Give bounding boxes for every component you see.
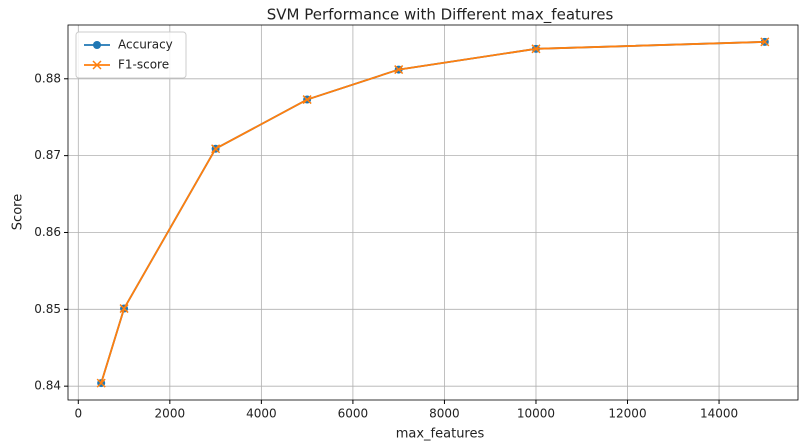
x-tick-label: 6000: [338, 407, 369, 421]
legend-label: Accuracy: [118, 38, 173, 52]
legend-marker: [92, 60, 102, 70]
x-tick-label: 10000: [517, 407, 555, 421]
x-tick-label: 14000: [700, 407, 738, 421]
point: [302, 95, 312, 105]
chart-title: SVM Performance with Different max_featu…: [267, 6, 614, 25]
plot-frame: [67, 24, 799, 401]
x-tick-label: 8000: [429, 407, 460, 421]
x-tick-label: 12000: [608, 407, 646, 421]
legend-marker: [93, 41, 101, 49]
point: [211, 144, 221, 154]
point: [119, 304, 129, 314]
point: [96, 378, 106, 388]
point: [394, 65, 404, 75]
point-shape: [302, 95, 312, 105]
point-shape: [531, 44, 541, 54]
point: [760, 37, 770, 47]
legend-label: F1-score: [118, 58, 169, 72]
x-tick-label: 0: [74, 407, 82, 421]
legend-marker-shape: [92, 60, 102, 70]
point-shape: [96, 378, 106, 388]
point-shape: [760, 37, 770, 47]
line: [100, 41, 765, 384]
y-tick-label: 0.86: [34, 225, 61, 239]
y-tick-label: 0.85: [34, 302, 61, 316]
point-shape: [394, 65, 404, 75]
x-tick-label: 2000: [155, 407, 186, 421]
point: [531, 44, 541, 54]
y-tick-label: 0.87: [34, 148, 61, 162]
point-shape: [211, 144, 221, 154]
x-tick-label: 4000: [246, 407, 277, 421]
y-axis-label: Score: [11, 194, 26, 230]
line: [100, 41, 765, 384]
y-tick-label: 0.84: [34, 379, 61, 393]
x-axis-label: max_features: [396, 427, 485, 442]
point-shape: [119, 304, 129, 314]
legend-box: [75, 31, 187, 79]
y-tick-label: 0.88: [34, 71, 61, 85]
